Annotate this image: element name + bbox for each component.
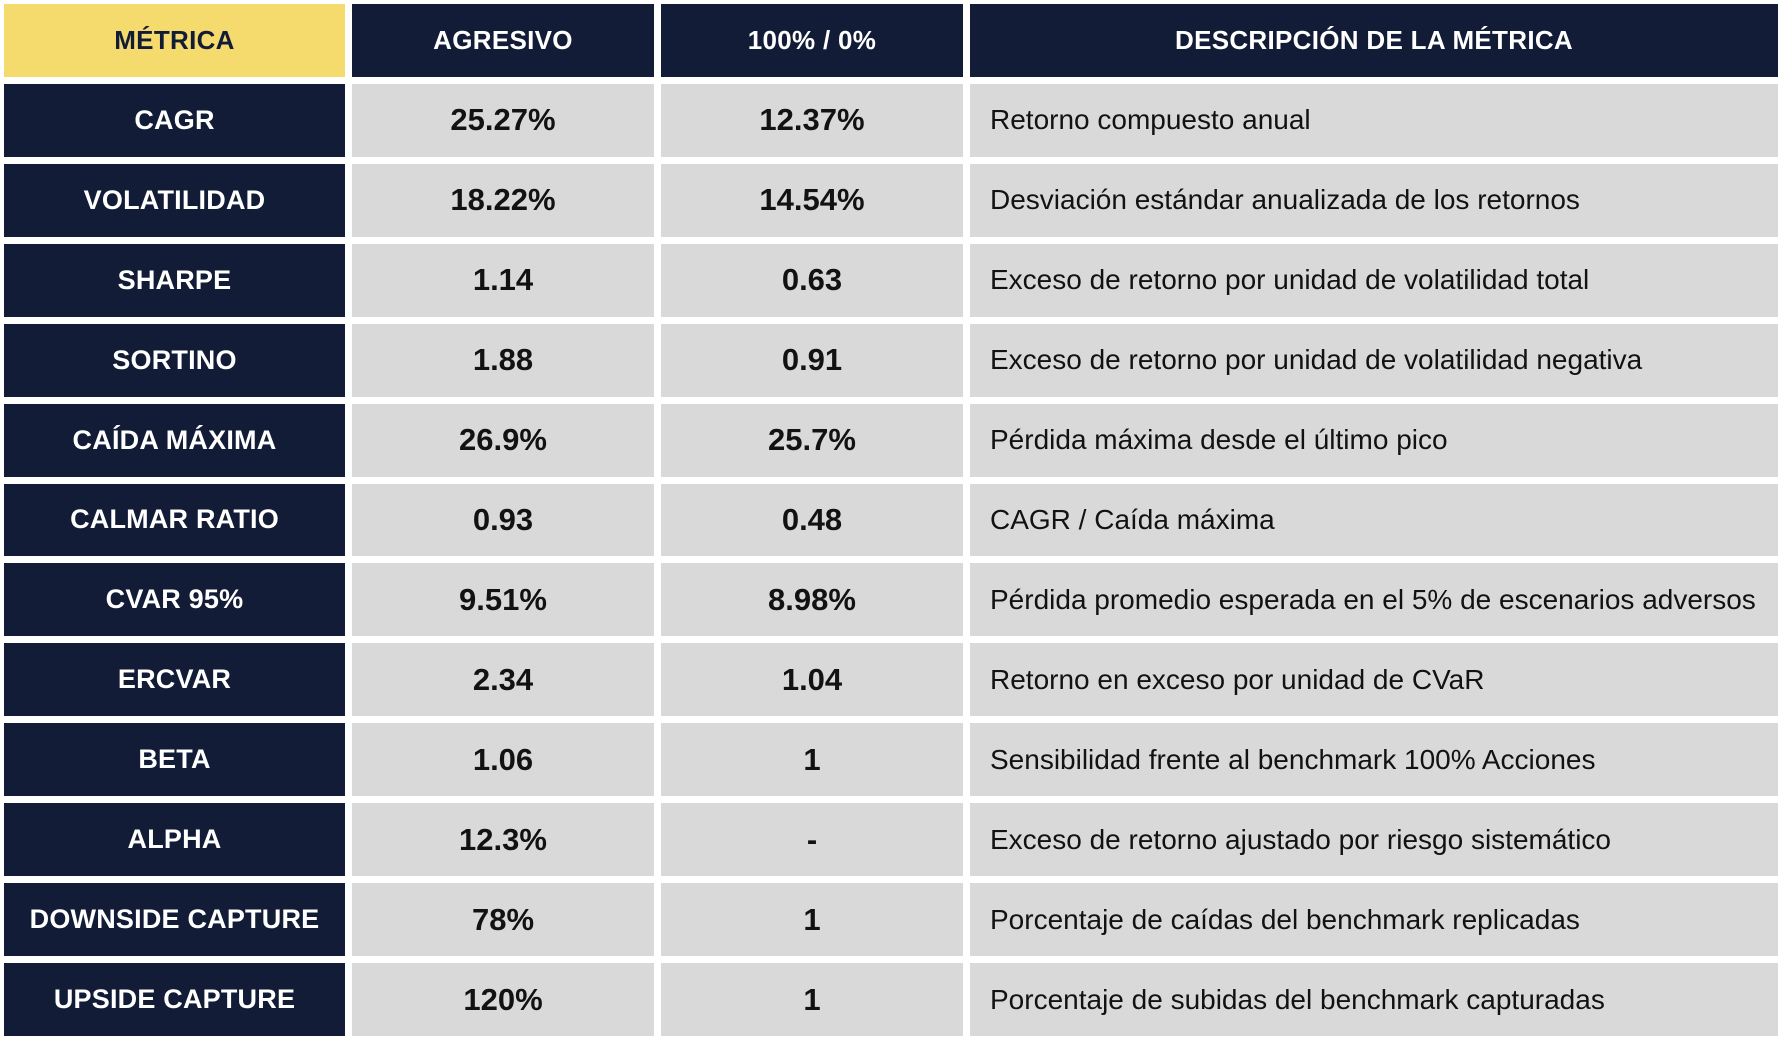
- metric-name-cell: CALMAR RATIO: [4, 483, 345, 557]
- metric-description-cell: Retorno en exceso por unidad de CVaR: [970, 643, 1778, 717]
- benchmark-value-cell: 1: [661, 883, 963, 957]
- column-header-100-0: 100% / 0%: [661, 4, 963, 77]
- benchmark-value-cell: 8.98%: [661, 563, 963, 637]
- benchmark-value-cell: 25.7%: [661, 403, 963, 477]
- benchmark-value-cell: 14.54%: [661, 163, 963, 237]
- benchmark-value-cell: 1: [661, 963, 963, 1036]
- metric-name-cell: UPSIDE CAPTURE: [4, 963, 345, 1036]
- agresivo-value-cell: 78%: [352, 883, 654, 957]
- agresivo-value-cell: 0.93: [352, 483, 654, 557]
- agresivo-value-cell: 12.3%: [352, 803, 654, 877]
- metric-description-cell: Pérdida promedio esperada en el 5% de es…: [970, 563, 1778, 637]
- metric-name-cell: CAGR: [4, 83, 345, 157]
- metric-name-cell: ALPHA: [4, 803, 345, 877]
- metric-description-cell: Exceso de retorno por unidad de volatili…: [970, 323, 1778, 397]
- metric-name-cell: SORTINO: [4, 323, 345, 397]
- metric-name-cell: CVAR 95%: [4, 563, 345, 637]
- benchmark-value-cell: 12.37%: [661, 83, 963, 157]
- metric-name-cell: CAÍDA MÁXIMA: [4, 403, 345, 477]
- metric-description-cell: CAGR / Caída máxima: [970, 483, 1778, 557]
- benchmark-value-cell: -: [661, 803, 963, 877]
- metric-description-cell: Sensibilidad frente al benchmark 100% Ac…: [970, 723, 1778, 797]
- metric-name-cell: BETA: [4, 723, 345, 797]
- metric-name-cell: DOWNSIDE CAPTURE: [4, 883, 345, 957]
- metric-description-cell: Exceso de retorno por unidad de volatili…: [970, 243, 1778, 317]
- benchmark-value-cell: 0.48: [661, 483, 963, 557]
- metric-description-cell: Porcentaje de subidas del benchmark capt…: [970, 963, 1778, 1036]
- column-header-descripcion: DESCRIPCIÓN DE LA MÉTRICA: [970, 4, 1778, 77]
- metric-description-cell: Desviación estándar anualizada de los re…: [970, 163, 1778, 237]
- agresivo-value-cell: 25.27%: [352, 83, 654, 157]
- benchmark-value-cell: 1.04: [661, 643, 963, 717]
- agresivo-value-cell: 1.06: [352, 723, 654, 797]
- metric-name-cell: SHARPE: [4, 243, 345, 317]
- metric-description-cell: Retorno compuesto anual: [970, 83, 1778, 157]
- metric-description-cell: Pérdida máxima desde el último pico: [970, 403, 1778, 477]
- agresivo-value-cell: 26.9%: [352, 403, 654, 477]
- column-header-agresivo: AGRESIVO: [352, 4, 654, 77]
- agresivo-value-cell: 2.34: [352, 643, 654, 717]
- agresivo-value-cell: 9.51%: [352, 563, 654, 637]
- benchmark-value-cell: 0.63: [661, 243, 963, 317]
- metric-description-cell: Porcentaje de caídas del benchmark repli…: [970, 883, 1778, 957]
- agresivo-value-cell: 18.22%: [352, 163, 654, 237]
- benchmark-value-cell: 0.91: [661, 323, 963, 397]
- metric-name-cell: ERCVAR: [4, 643, 345, 717]
- metric-description-cell: Exceso de retorno ajustado por riesgo si…: [970, 803, 1778, 877]
- agresivo-value-cell: 1.14: [352, 243, 654, 317]
- agresivo-value-cell: 120%: [352, 963, 654, 1036]
- column-header-metrica: MÉTRICA: [4, 4, 345, 77]
- benchmark-value-cell: 1: [661, 723, 963, 797]
- agresivo-value-cell: 1.88: [352, 323, 654, 397]
- metric-name-cell: VOLATILIDAD: [4, 163, 345, 237]
